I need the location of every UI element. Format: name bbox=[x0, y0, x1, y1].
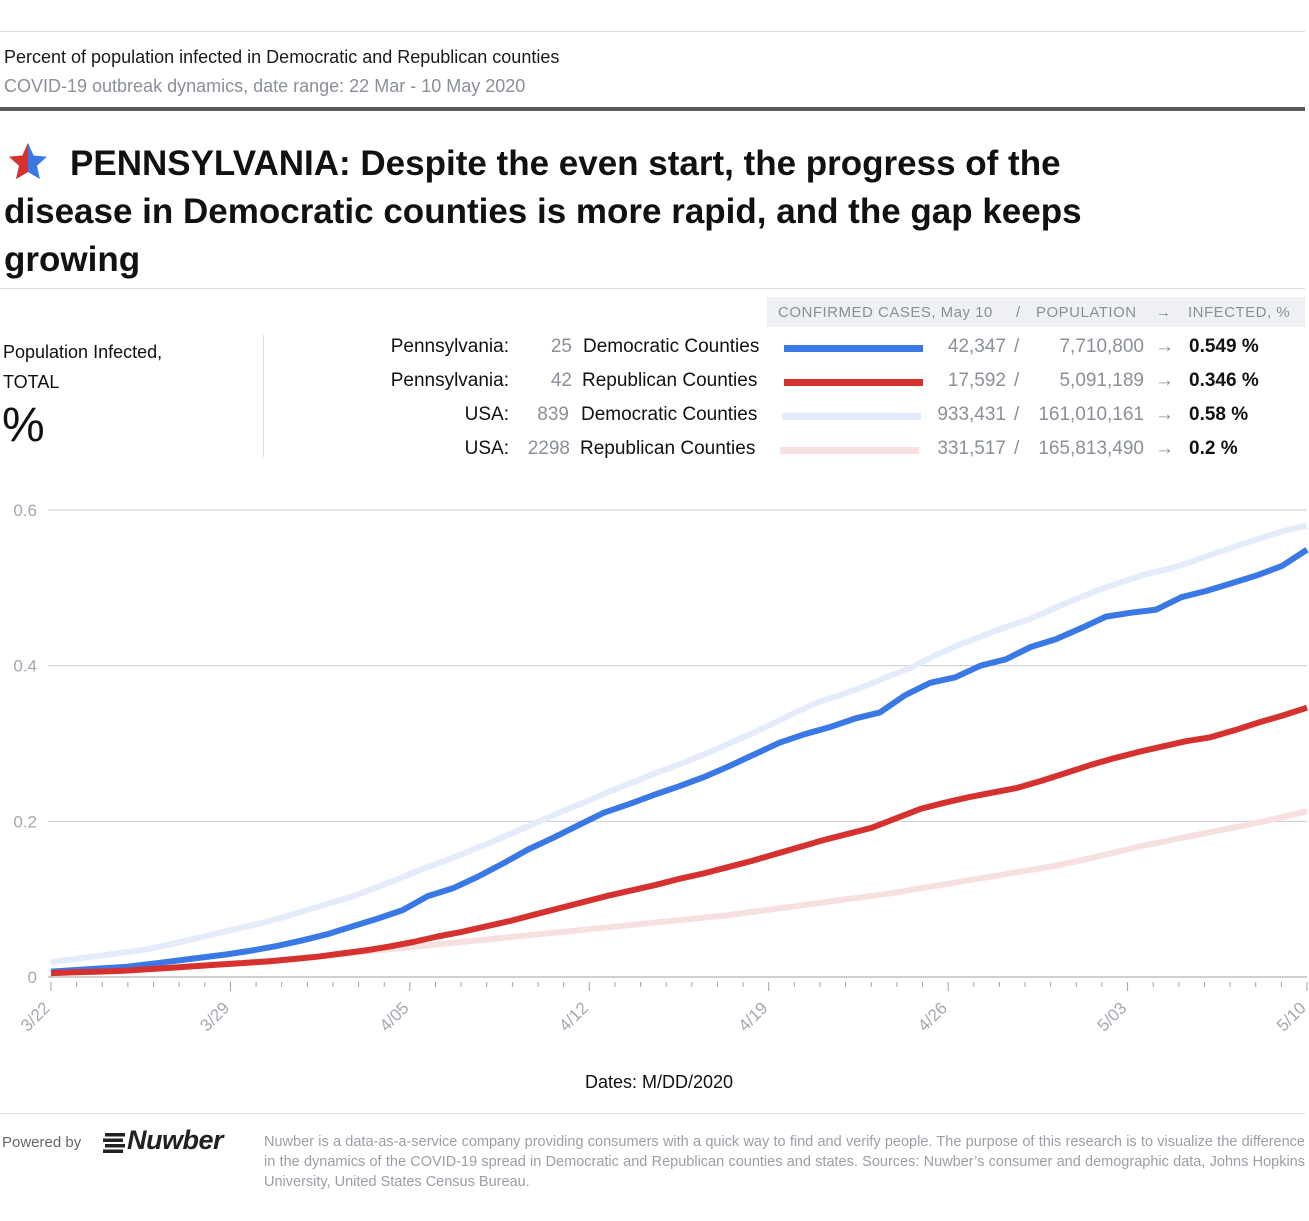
y-axis-title-line2: TOTAL bbox=[3, 372, 60, 392]
legend-group: Republican Counties bbox=[580, 438, 756, 459]
legend-count: 2298 bbox=[527, 438, 570, 459]
legend-separator bbox=[263, 335, 264, 457]
series-line bbox=[50, 547, 1309, 975]
legend-slash: / bbox=[1014, 438, 1020, 459]
headline: PENNSYLVANIA: Despite the even start, th… bbox=[4, 140, 1184, 284]
legend-cases: 17,592 bbox=[947, 370, 1006, 391]
footer-note: Nuwber is a data-as-a-service company pr… bbox=[264, 1134, 1305, 1190]
y-tick-label: 0 bbox=[28, 968, 37, 987]
legend-population: 165,813,490 bbox=[1038, 438, 1144, 459]
x-tick-label: 4/19 bbox=[735, 998, 772, 1035]
legend-swatch bbox=[782, 413, 921, 420]
y-tick-label: 0.4 bbox=[13, 657, 37, 676]
legend-header: CONFIRMED CASES, May 10 / POPULATION → I… bbox=[767, 297, 1305, 327]
series-line bbox=[50, 808, 1308, 977]
header-rule bbox=[0, 107, 1305, 111]
legend-slash: / bbox=[1014, 336, 1020, 357]
arrow-icon: → bbox=[1155, 370, 1174, 391]
legend-header-infected: INFECTED, % bbox=[1188, 304, 1291, 321]
line-chart: 0 0.2 0.4 0.6 3/22 3/29 4/05 4/12 4/19 4/26 5/03 5… bbox=[13, 501, 1309, 1092]
x-tick-label: 5/10 bbox=[1273, 998, 1309, 1035]
powered-by: Powered by bbox=[2, 1134, 82, 1151]
legend-row-usa-rep: USA: 2298 Republican Counties 331,517 / … bbox=[0, 438, 1309, 468]
legend-swatch bbox=[780, 447, 919, 454]
legend-cases: 42,347 bbox=[947, 336, 1006, 357]
legend-header-slash: / bbox=[1016, 304, 1021, 321]
legend-count: 42 bbox=[550, 370, 572, 391]
y-tick-label: 0.2 bbox=[13, 812, 37, 831]
legend-cases: 933,431 bbox=[937, 404, 1006, 425]
legend-infected: 0.2 % bbox=[1189, 438, 1238, 459]
legend-region: Pennsylvania: bbox=[390, 336, 509, 357]
legend-header-arrow-icon: → bbox=[1156, 304, 1172, 321]
y-axis-title-line1: Population Infected, bbox=[3, 342, 163, 362]
legend-count: 25 bbox=[550, 336, 572, 357]
legend-row-usa-dem: USA: 839 Democratic Counties 933,431 / 1… bbox=[0, 404, 1309, 434]
legend-group: Democratic Counties bbox=[583, 336, 760, 357]
legend-header-population: POPULATION bbox=[1036, 304, 1137, 321]
legend-swatch bbox=[784, 345, 923, 352]
legend-population: 7,710,800 bbox=[1059, 336, 1144, 357]
legend-region: USA: bbox=[464, 438, 509, 459]
nuwber-logo-icon bbox=[103, 1133, 125, 1153]
legend-infected: 0.58 % bbox=[1189, 404, 1249, 425]
headline-text: PENNSYLVANIA: Despite the even start, th… bbox=[4, 144, 1082, 279]
x-tick-label: 4/26 bbox=[914, 998, 951, 1035]
legend-group: Democratic Counties bbox=[581, 404, 758, 425]
legend-region: Pennsylvania: bbox=[390, 370, 509, 391]
legend-population: 5,091,189 bbox=[1059, 370, 1144, 391]
legend-population: 161,010,161 bbox=[1038, 404, 1144, 425]
x-axis-title: Dates: M/DD/2020 bbox=[585, 1072, 733, 1092]
star-icon bbox=[9, 143, 47, 179]
x-tick-label: 3/29 bbox=[196, 998, 233, 1035]
legend-count: 839 bbox=[537, 404, 569, 425]
footer-divider bbox=[0, 1113, 1305, 1114]
legend-group: Republican Counties bbox=[582, 370, 758, 391]
y-axis-title: Population Infected, TOTAL bbox=[3, 337, 162, 397]
chart-kicker: Percent of population infected in Democr… bbox=[4, 47, 560, 67]
arrow-icon: → bbox=[1155, 336, 1174, 357]
legend-swatch bbox=[784, 379, 923, 386]
legend-cases: 331,517 bbox=[937, 438, 1006, 459]
y-axis-unit: % bbox=[2, 399, 45, 452]
legend-infected: 0.346 % bbox=[1189, 370, 1259, 391]
x-tick-label: 4/12 bbox=[555, 998, 592, 1035]
legend-row-pa-dem: Pennsylvania: 25 Democratic Counties 42,… bbox=[0, 336, 1309, 366]
x-tick-label: 4/05 bbox=[376, 998, 413, 1035]
legend-region: USA: bbox=[464, 404, 509, 425]
y-tick-label: 0.6 bbox=[13, 501, 37, 520]
x-tick-label: 5/03 bbox=[1094, 998, 1131, 1035]
legend-infected: 0.549 % bbox=[1189, 336, 1259, 357]
arrow-icon: → bbox=[1155, 404, 1174, 425]
legend-slash: / bbox=[1014, 370, 1020, 391]
legend-slash: / bbox=[1014, 404, 1020, 425]
chart-subtitle: COVID-19 outbreak dynamics, date range: … bbox=[4, 76, 526, 96]
series-line bbox=[50, 704, 1308, 977]
series-line bbox=[50, 522, 1308, 966]
legend-row-pa-rep: Pennsylvania: 42 Republican Counties 17,… bbox=[0, 370, 1309, 400]
legend-header-confirmed: CONFIRMED CASES, May 10 bbox=[778, 304, 993, 321]
top-divider bbox=[0, 31, 1305, 32]
x-tick-label: 3/22 bbox=[17, 998, 54, 1035]
arrow-icon: → bbox=[1155, 438, 1174, 459]
section-divider bbox=[0, 288, 1305, 289]
nuwber-logo: Nuwber bbox=[127, 1125, 224, 1155]
